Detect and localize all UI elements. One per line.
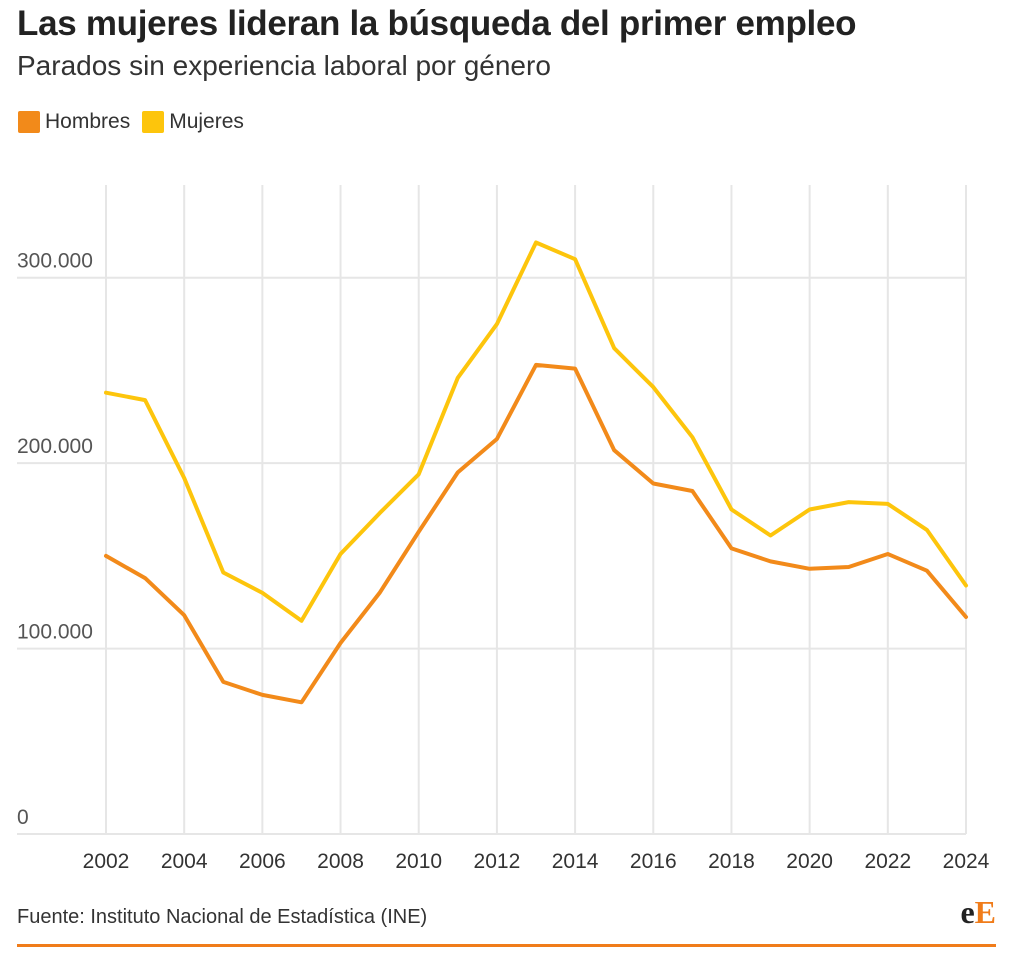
legend-swatch-hombres bbox=[18, 111, 40, 133]
x-tick-label-2008: 2008 bbox=[317, 850, 364, 873]
legend-item-hombres: Hombres bbox=[18, 110, 130, 134]
series-layer bbox=[104, 240, 968, 705]
grid-layer bbox=[17, 185, 967, 835]
x-tick-label-2024: 2024 bbox=[943, 850, 990, 873]
y-tick-label-200000: 200.000 bbox=[17, 435, 93, 458]
x-tick-label-2002: 2002 bbox=[83, 850, 130, 873]
x-tick-label-2006: 2006 bbox=[239, 850, 286, 873]
source-note: Fuente: Instituto Nacional de Estadístic… bbox=[17, 906, 428, 928]
legend-swatch-mujeres bbox=[142, 111, 165, 133]
logo-letter-e: e bbox=[960, 894, 975, 930]
y-tick-label-300000: 300.000 bbox=[17, 250, 93, 273]
x-tick-label-2014: 2014 bbox=[552, 850, 599, 873]
x-tick-label-2022: 2022 bbox=[864, 850, 911, 873]
x-tick-label-2012: 2012 bbox=[474, 850, 521, 873]
legend: Hombres Mujeres bbox=[18, 110, 256, 134]
x-tick-label-2020: 2020 bbox=[786, 850, 833, 873]
y-tick-label-100000: 100.000 bbox=[17, 621, 93, 644]
x-tick-label-2010: 2010 bbox=[395, 850, 442, 873]
legend-item-mujeres: Mujeres bbox=[142, 110, 244, 134]
y-tick-label-0: 0 bbox=[17, 806, 29, 829]
x-tick-label-2004: 2004 bbox=[161, 850, 208, 873]
logo-letter-E: E bbox=[974, 894, 996, 930]
x-tick-label-2016: 2016 bbox=[630, 850, 677, 873]
legend-label-hombres: Hombres bbox=[45, 110, 131, 133]
series-line-mujeres[interactable] bbox=[104, 240, 968, 623]
chart-subtitle: Parados sin experiencia laboral por géne… bbox=[17, 50, 551, 81]
footer-rule bbox=[17, 944, 996, 947]
legend-label-mujeres: Mujeres bbox=[169, 110, 244, 133]
brand-logo[interactable]: eE bbox=[960, 896, 996, 928]
series-line-hombres[interactable] bbox=[104, 362, 968, 705]
label-layer: 0 100.000 200.000 300.000 2002 2004 2006 2008 20… bbox=[17, 250, 990, 873]
x-tick-label-2018: 2018 bbox=[708, 850, 755, 873]
chart-title: Las mujeres lideran la búsqueda del prim… bbox=[17, 4, 857, 43]
